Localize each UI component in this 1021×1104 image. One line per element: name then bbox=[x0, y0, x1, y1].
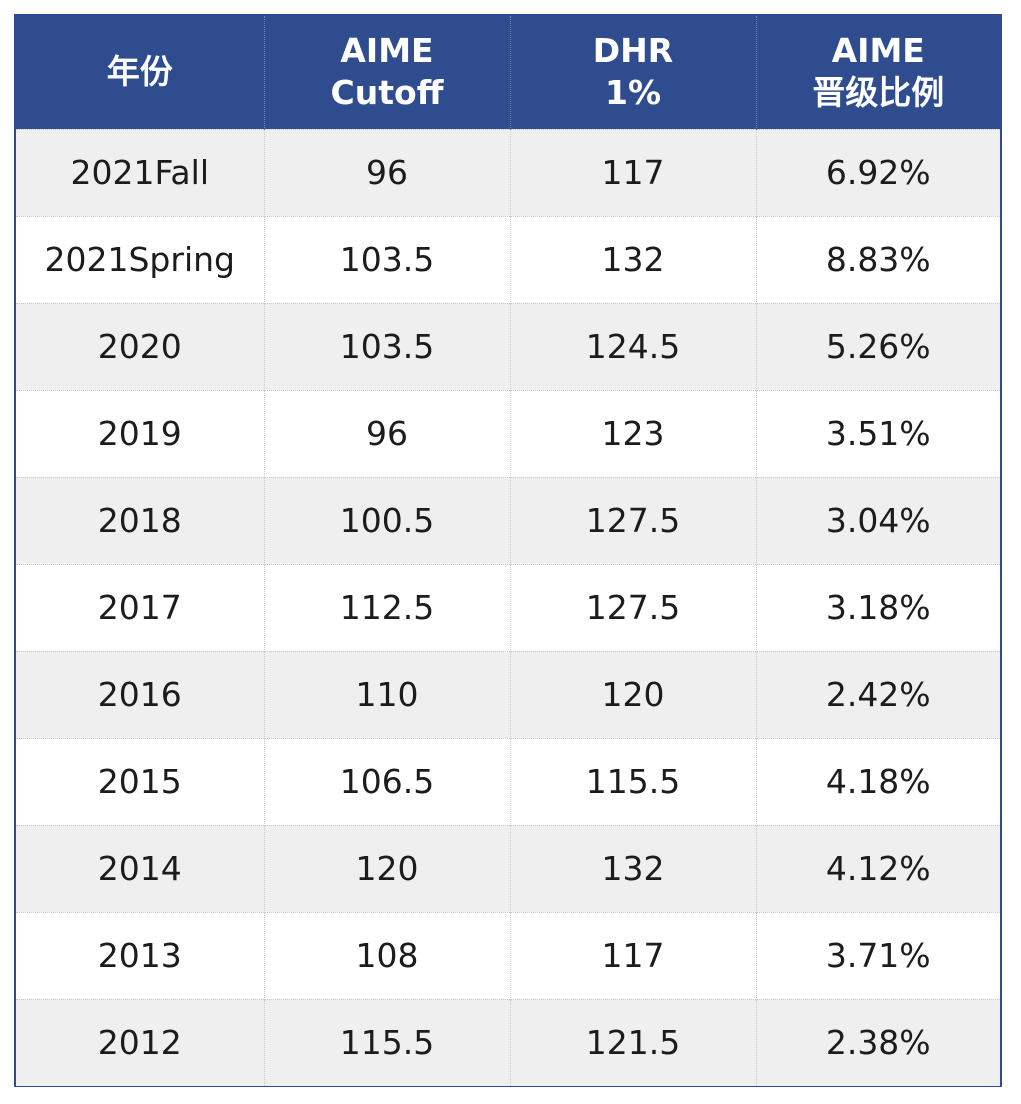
header-aime-cutoff-line-2: Cutoff bbox=[330, 73, 444, 113]
year-cell: 2018 bbox=[16, 476, 264, 564]
year-cell: 2017 bbox=[16, 563, 264, 651]
header-row: 年份 AIME Cutoff DHR 1% AIME 晋级比例 bbox=[16, 16, 1000, 129]
aime-cutoff-cell: 120 bbox=[263, 824, 510, 912]
year-cell: 2015 bbox=[16, 737, 264, 825]
aime-cutoff-cell: 106.5 bbox=[263, 737, 510, 825]
aime-ratio-cell: 4.18% bbox=[755, 737, 1000, 825]
dhr-cell: 121.5 bbox=[509, 998, 756, 1086]
table-row: 2020 103.5 124.5 5.26% bbox=[16, 302, 1000, 390]
aime-cutoff-cell: 108 bbox=[263, 911, 510, 999]
year-cell: 2012 bbox=[16, 998, 264, 1086]
table-row: 2017 112.5 127.5 3.18% bbox=[16, 563, 1000, 651]
header-dhr-line-2: 1% bbox=[604, 73, 662, 113]
year-cell: 2021Spring bbox=[16, 215, 264, 303]
year-cell: 2020 bbox=[16, 302, 264, 390]
header-aime-cutoff: AIME Cutoff bbox=[263, 16, 510, 129]
table-row: 2016 110 120 2.42% bbox=[16, 650, 1000, 738]
table-row: 2012 115.5 121.5 2.38% bbox=[16, 998, 1000, 1086]
aime-ratio-cell: 4.12% bbox=[755, 824, 1000, 912]
aime-cutoff-cell: 96 bbox=[263, 128, 510, 216]
dhr-cell: 132 bbox=[509, 824, 756, 912]
dhr-cell: 124.5 bbox=[509, 302, 756, 390]
aime-cutoff-table: 年份 AIME Cutoff DHR 1% AIME 晋级比例 2021Fall… bbox=[16, 16, 1000, 1086]
dhr-cell: 115.5 bbox=[509, 737, 756, 825]
year-cell: 2016 bbox=[16, 650, 264, 738]
header-aime-cutoff-line-1: AIME bbox=[340, 31, 434, 71]
dhr-cell: 117 bbox=[509, 128, 756, 216]
header-aime-ratio: AIME 晋级比例 bbox=[755, 16, 1000, 129]
header-aime-ratio-line-1: AIME bbox=[831, 31, 925, 71]
aime-ratio-cell: 3.51% bbox=[755, 389, 1000, 477]
aime-ratio-cell: 3.04% bbox=[755, 476, 1000, 564]
year-cell: 2019 bbox=[16, 389, 264, 477]
table-row: 2013 108 117 3.71% bbox=[16, 911, 1000, 999]
aime-cutoff-cell: 103.5 bbox=[263, 215, 510, 303]
header-dhr-line-1: DHR bbox=[592, 31, 674, 71]
dhr-cell: 127.5 bbox=[509, 563, 756, 651]
aime-ratio-cell: 2.42% bbox=[755, 650, 1000, 738]
table-row: 2018 100.5 127.5 3.04% bbox=[16, 476, 1000, 564]
year-cell: 2013 bbox=[16, 911, 264, 999]
header-dhr: DHR 1% bbox=[509, 16, 756, 129]
table-row: 2021Spring 103.5 132 8.83% bbox=[16, 215, 1000, 303]
dhr-cell: 132 bbox=[509, 215, 756, 303]
aime-cutoff-cell: 96 bbox=[263, 389, 510, 477]
table-row: 2015 106.5 115.5 4.18% bbox=[16, 737, 1000, 825]
aime-ratio-cell: 6.92% bbox=[755, 128, 1000, 216]
header-aime-ratio-line-2: 晋级比例 bbox=[812, 73, 945, 113]
table-row: 2019 96 123 3.51% bbox=[16, 389, 1000, 477]
aime-cutoff-cell: 112.5 bbox=[263, 563, 510, 651]
table-row: 2021Fall 96 117 6.92% bbox=[16, 128, 1000, 216]
header-year-line-1: 年份 bbox=[106, 52, 173, 92]
aime-ratio-cell: 8.83% bbox=[755, 215, 1000, 303]
table-body: 2021Fall 96 117 6.92% 2021Spring 103.5 132 8.83… bbox=[16, 128, 1000, 1086]
year-cell: 2021Fall bbox=[16, 128, 264, 216]
aime-ratio-cell: 3.18% bbox=[755, 563, 1000, 651]
header-year: 年份 bbox=[16, 16, 264, 129]
dhr-cell: 127.5 bbox=[509, 476, 756, 564]
dhr-cell: 117 bbox=[509, 911, 756, 999]
year-cell: 2014 bbox=[16, 824, 264, 912]
table-row: 2014 120 132 4.12% bbox=[16, 824, 1000, 912]
table-header: 年份 AIME Cutoff DHR 1% AIME 晋级比例 bbox=[16, 16, 1000, 129]
aime-ratio-cell: 2.38% bbox=[755, 998, 1000, 1086]
aime-ratio-cell: 3.71% bbox=[755, 911, 1000, 999]
aime-ratio-cell: 5.26% bbox=[755, 302, 1000, 390]
dhr-cell: 123 bbox=[509, 389, 756, 477]
aime-cutoff-cell: 103.5 bbox=[263, 302, 510, 390]
dhr-cell: 120 bbox=[509, 650, 756, 738]
aime-cutoff-cell: 110 bbox=[263, 650, 510, 738]
aime-cutoff-cell: 115.5 bbox=[263, 998, 510, 1086]
table-frame: 年份 AIME Cutoff DHR 1% AIME 晋级比例 2021Fall… bbox=[14, 14, 1002, 1087]
aime-cutoff-cell: 100.5 bbox=[263, 476, 510, 564]
